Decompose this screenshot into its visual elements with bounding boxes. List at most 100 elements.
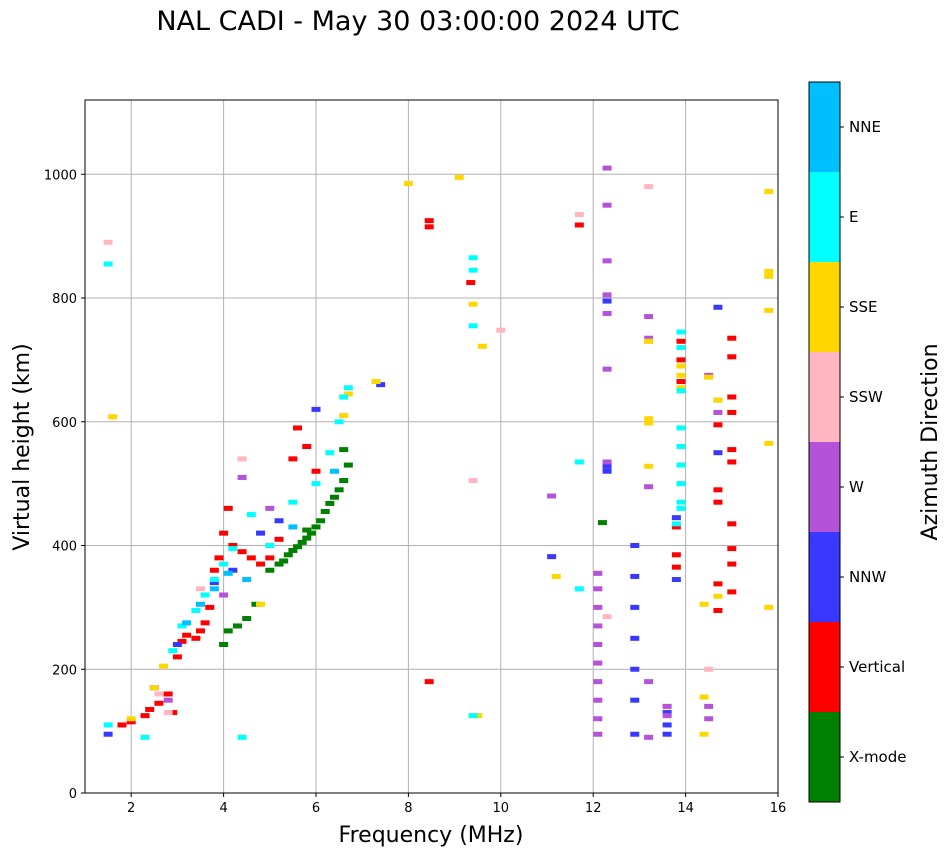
data-point-vertical bbox=[424, 679, 434, 685]
data-point-x-mode bbox=[325, 500, 335, 506]
y-tick-label: 200 bbox=[52, 663, 77, 678]
colorbar-label: W bbox=[849, 478, 864, 496]
data-point-ssw bbox=[163, 710, 173, 716]
colorbar-swatch bbox=[809, 442, 840, 532]
data-point-e bbox=[191, 607, 201, 613]
y-tick-label: 1000 bbox=[44, 168, 77, 183]
data-point-w bbox=[593, 679, 603, 685]
data-point-e bbox=[468, 713, 478, 719]
data-point-vertical bbox=[205, 604, 215, 610]
data-point-nnw bbox=[103, 731, 113, 737]
data-point-vertical bbox=[727, 354, 737, 360]
data-point-x-mode bbox=[329, 494, 339, 500]
data-point-nnw bbox=[602, 468, 612, 474]
data-point-x-mode bbox=[597, 520, 607, 526]
data-point-ssw bbox=[468, 478, 478, 484]
data-point-x-mode bbox=[274, 561, 284, 567]
data-point-sse bbox=[764, 268, 774, 274]
colorbar-swatch bbox=[809, 532, 840, 622]
data-point-e bbox=[676, 329, 686, 335]
data-point-sse bbox=[256, 601, 266, 607]
data-point-e bbox=[177, 623, 187, 629]
data-point-vertical bbox=[424, 218, 434, 224]
data-point-vertical bbox=[228, 543, 238, 548]
data-point-vertical bbox=[727, 589, 737, 595]
data-point-e bbox=[237, 734, 247, 740]
plot-frame bbox=[84, 99, 779, 794]
data-point-vertical bbox=[676, 379, 686, 385]
data-point-sse bbox=[108, 414, 118, 420]
data-point-sse bbox=[644, 338, 654, 344]
data-point-e bbox=[676, 388, 686, 394]
data-point-e bbox=[676, 499, 686, 505]
data-point-e bbox=[676, 481, 686, 487]
data-point-w bbox=[644, 734, 654, 740]
data-point-sse bbox=[149, 685, 159, 691]
colorbar-swatch bbox=[809, 712, 840, 802]
data-point-nnw bbox=[547, 554, 557, 560]
data-point-e bbox=[343, 385, 353, 391]
data-point-vertical bbox=[713, 607, 723, 613]
colorbar-swatch bbox=[809, 172, 840, 262]
data-point-nnw bbox=[630, 635, 640, 641]
data-point-e bbox=[265, 543, 275, 548]
data-point-vertical bbox=[713, 422, 723, 428]
data-point-x-mode bbox=[251, 601, 261, 607]
axis-ticks: 2 4 6 8 10 12 14 16 0 200 400 600 800 1000 bbox=[44, 168, 786, 816]
data-point-w bbox=[644, 679, 654, 685]
data-point-ssw bbox=[496, 327, 506, 333]
x-tick-label: 12 bbox=[585, 801, 602, 816]
data-point-vertical bbox=[424, 224, 434, 230]
data-point-vertical bbox=[676, 357, 686, 363]
data-point-sse bbox=[764, 440, 774, 446]
data-point-e bbox=[468, 255, 478, 261]
data-point-nnw bbox=[630, 543, 640, 548]
data-point-sse bbox=[473, 713, 483, 719]
data-point-w bbox=[593, 570, 603, 576]
data-point-vertical bbox=[200, 620, 210, 626]
data-point-nnw bbox=[630, 731, 640, 737]
data-point-x-mode bbox=[232, 623, 242, 629]
data-point-ssw bbox=[574, 211, 584, 217]
colorbar-label: NNE bbox=[849, 118, 881, 136]
data-point-e bbox=[468, 267, 478, 273]
data-point-nnw bbox=[713, 304, 723, 310]
data-point-nne bbox=[223, 570, 233, 576]
data-point-e bbox=[334, 419, 344, 425]
data-point-w bbox=[265, 505, 275, 511]
data-point-w bbox=[163, 697, 173, 703]
data-point-ssw bbox=[196, 586, 205, 592]
data-point-e bbox=[209, 577, 219, 583]
data-point-vertical bbox=[727, 447, 737, 453]
y-tick-label: 600 bbox=[52, 416, 77, 431]
data-point-sse bbox=[704, 374, 714, 380]
data-point-ssw bbox=[237, 456, 247, 462]
data-point-nne bbox=[196, 601, 205, 607]
data-point-vertical bbox=[265, 555, 275, 561]
colorbar-swatch bbox=[809, 262, 840, 352]
data-point-vertical bbox=[727, 394, 737, 400]
data-point-nnw bbox=[602, 298, 612, 304]
data-point-vertical bbox=[172, 654, 182, 660]
data-point-vertical bbox=[676, 338, 686, 344]
y-tick-label: 800 bbox=[52, 292, 77, 307]
data-point-vertical bbox=[727, 561, 737, 567]
x-tick-label: 10 bbox=[493, 801, 510, 816]
data-point-e bbox=[574, 586, 584, 592]
data-point-sse bbox=[699, 731, 709, 737]
data-point-w bbox=[593, 731, 603, 737]
data-point-e bbox=[676, 462, 686, 468]
colorbar: X-mode Vertical NNW W SSW SSE E NNE bbox=[808, 81, 906, 803]
data-point-vertical bbox=[311, 468, 321, 474]
data-point-x-mode bbox=[219, 642, 229, 647]
data-point-e bbox=[676, 444, 686, 449]
colorbar-frame bbox=[808, 81, 841, 803]
data-point-vertical bbox=[302, 444, 312, 449]
data-point-e bbox=[676, 425, 686, 431]
data-point-sse bbox=[676, 363, 686, 369]
y-tick-label: 0 bbox=[69, 787, 77, 802]
data-point-vertical bbox=[274, 536, 284, 542]
data-point-w bbox=[704, 716, 714, 722]
data-point-x-mode bbox=[311, 524, 321, 530]
